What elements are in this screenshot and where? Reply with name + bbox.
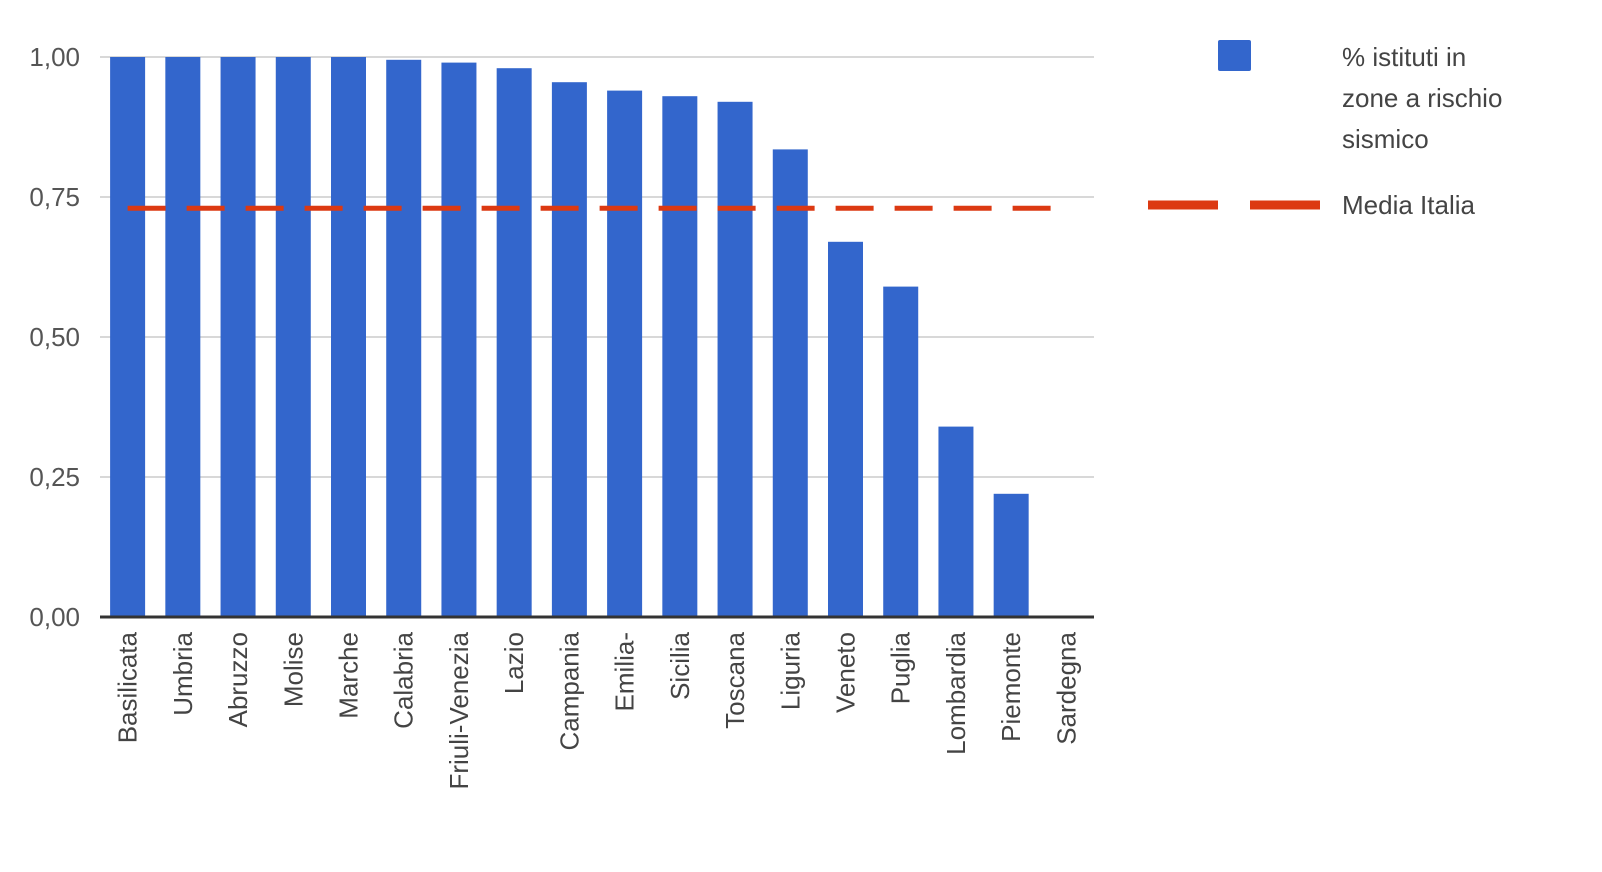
- x-tick-label: Lazio: [499, 632, 529, 694]
- bar: [220, 57, 256, 617]
- bar: [607, 90, 643, 618]
- bar: [331, 57, 366, 617]
- legend-label-bars: % istituti in: [1342, 42, 1466, 72]
- y-tick-label: 0,50: [29, 322, 80, 352]
- bar: [386, 59, 422, 618]
- x-tick-label: Basilicata: [113, 631, 143, 743]
- x-axis-ticks: Basilicata Umbria Abruzzo Molise Marche Calab…: [113, 631, 1082, 789]
- bar: [938, 426, 974, 617]
- legend-label-bars: zone a rischio: [1342, 83, 1502, 113]
- x-tick-label: Lombardia: [941, 631, 971, 754]
- y-tick-label: 0,75: [29, 182, 80, 212]
- y-axis-ticks: 0,00 0,25 0,50 0,75 1,00: [29, 42, 80, 632]
- x-tick-label: Veneto: [831, 632, 861, 713]
- y-tick-label: 0,25: [29, 462, 80, 492]
- bar: [993, 493, 1029, 617]
- x-tick-label: Puglia: [886, 631, 916, 704]
- x-tick-label: Umbria: [168, 631, 198, 715]
- bar: [496, 68, 532, 617]
- y-tick-label: 1,00: [29, 42, 80, 72]
- x-tick-label: Friuli-Venezia: [444, 631, 474, 789]
- x-tick-label: Calabria: [389, 631, 419, 728]
- x-tick-label: Sicilia: [665, 631, 695, 699]
- x-tick-label: Liguria: [775, 631, 805, 710]
- legend-label-bars: sismico: [1342, 124, 1429, 154]
- bar: [551, 82, 587, 617]
- x-tick-label: Marche: [334, 632, 364, 719]
- x-tick-label: Molise: [278, 632, 308, 707]
- x-tick-label: Sardegna: [1051, 631, 1081, 744]
- bar: [110, 57, 146, 617]
- x-tick-label: Piemonte: [996, 632, 1026, 742]
- legend-swatch-bars: [1218, 40, 1251, 71]
- bar: [165, 57, 201, 617]
- bar: [441, 62, 477, 618]
- gridlines: [100, 56, 1094, 478]
- bar: [772, 149, 808, 617]
- legend-label-reference: Media Italia: [1342, 190, 1475, 220]
- x-tick-label: Toscana: [720, 631, 750, 728]
- y-tick-label: 0,00: [29, 602, 80, 632]
- x-tick-label: Campania: [554, 631, 584, 750]
- bar: [717, 101, 753, 618]
- bar: [883, 286, 919, 617]
- bar: [275, 57, 311, 617]
- bar: [662, 96, 698, 617]
- x-tick-label: Emilia-: [610, 632, 640, 711]
- x-tick-label: Abruzzo: [223, 632, 253, 727]
- bar: [828, 241, 863, 618]
- bars: [110, 57, 1029, 618]
- legend: % istituti in zone a rischio sismico Media …: [1148, 40, 1502, 220]
